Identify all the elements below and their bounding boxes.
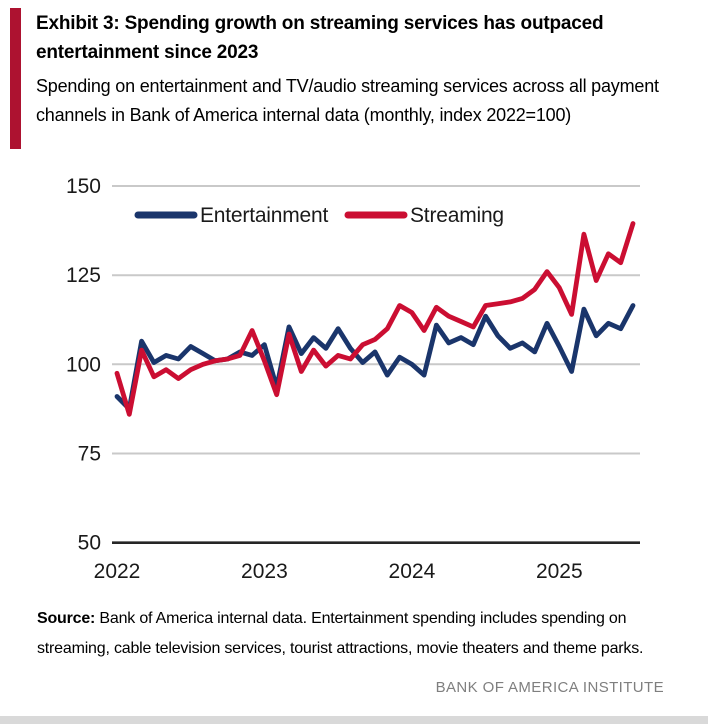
exhibit-subtitle: Spending on entertainment and TV/audio s… [36,76,659,125]
x-tick-label-2025: 2025 [536,560,583,583]
exhibit-title: Exhibit 3: Spending growth on streaming … [36,13,604,64]
exhibit-accent-bar [10,8,21,149]
line-chart: Entertainment Streaming 150 125 100 75 50 202… [66,175,640,583]
source-label: Source: [37,610,96,627]
brand-footer: BANK OF AMERICA INSTITUTE [435,679,664,696]
streaming-line [114,221,636,417]
y-tick-label-150: 150 [66,175,101,198]
y-tick-label-125: 125 [66,264,101,287]
y-tick-label-100: 100 [66,353,101,376]
entertainment-line [114,303,636,412]
chart-legend: Entertainment Streaming [134,204,504,227]
x-tick-label-2023: 2023 [241,560,288,583]
source-note: Source: Bank of America internal data. E… [37,604,662,663]
x-tick-label-2024: 2024 [389,560,436,583]
entertainment-legend-label: Entertainment [200,204,329,227]
y-tick-label-75: 75 [78,443,101,466]
bottom-strip [0,716,708,724]
source-text: Bank of America internal data. Entertain… [37,610,644,657]
x-tick-label-2022: 2022 [94,560,141,583]
y-tick-label-50: 50 [78,532,101,555]
streaming-legend-label: Streaming [410,204,504,227]
